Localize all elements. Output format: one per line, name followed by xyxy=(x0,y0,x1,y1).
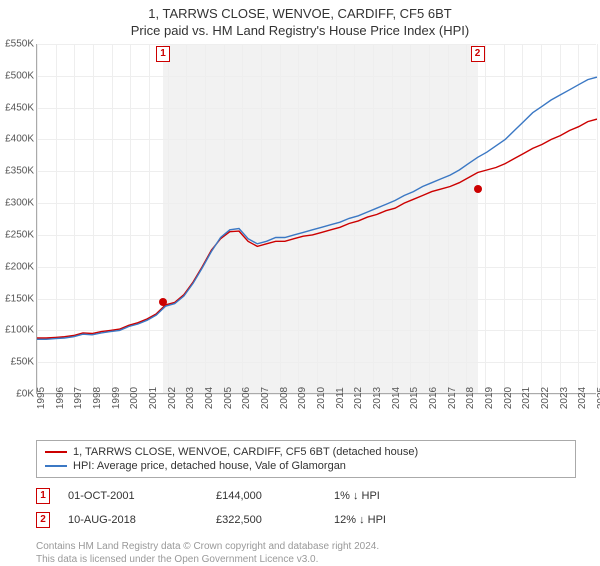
x-tick-label: 2000 xyxy=(129,387,140,409)
y-tick-label: £200K xyxy=(5,261,34,272)
sale-marker-icon: 2 xyxy=(36,512,50,528)
y-axis-labels: £0K£50K£100K£150K£200K£250K£300K£350K£40… xyxy=(0,44,34,394)
sale-marker-box: 1 xyxy=(156,46,170,62)
x-tick-label: 2006 xyxy=(241,387,252,409)
x-tick-label: 2010 xyxy=(316,387,327,409)
legend-label: HPI: Average price, detached house, Vale… xyxy=(73,460,346,472)
x-tick-label: 2025 xyxy=(596,387,600,409)
x-tick-label: 2003 xyxy=(185,387,196,409)
x-tick-label: 2007 xyxy=(260,387,271,409)
sale-pct-vs-hpi: 1% ↓ HPI xyxy=(334,490,464,502)
legend-box: 1, TARRWS CLOSE, WENVOE, CARDIFF, CF5 6B… xyxy=(36,440,576,478)
y-tick-label: £150K xyxy=(5,293,34,304)
sale-price: £322,500 xyxy=(216,514,316,526)
y-tick-label: £550K xyxy=(5,39,34,50)
x-tick-label: 2013 xyxy=(372,387,383,409)
x-tick-label: 1999 xyxy=(111,387,122,409)
x-tick-label: 2019 xyxy=(484,387,495,409)
x-tick-label: 2008 xyxy=(279,387,290,409)
series-line-hpi xyxy=(37,77,597,339)
chart-area: £0K£50K£100K£150K£200K£250K£300K£350K£40… xyxy=(36,44,596,394)
y-tick-label: £50K xyxy=(11,357,34,368)
x-tick-label: 2023 xyxy=(559,387,570,409)
sale-marker-box: 2 xyxy=(471,46,485,62)
attribution-line: Contains HM Land Registry data © Crown c… xyxy=(36,540,576,553)
y-tick-label: £100K xyxy=(5,325,34,336)
sale-date: 01-OCT-2001 xyxy=(68,490,198,502)
x-tick-label: 2022 xyxy=(540,387,551,409)
legend-swatch xyxy=(45,451,67,453)
y-tick-label: £300K xyxy=(5,198,34,209)
chart-title: 1, TARRWS CLOSE, WENVOE, CARDIFF, CF5 6B… xyxy=(0,6,600,21)
x-tick-label: 2002 xyxy=(167,387,178,409)
x-tick-label: 2014 xyxy=(391,387,402,409)
x-tick-label: 2011 xyxy=(335,387,346,409)
x-tick-label: 2021 xyxy=(521,387,532,409)
sale-date: 10-AUG-2018 xyxy=(68,514,198,526)
sales-table: 1 01-OCT-2001 £144,000 1% ↓ HPI 2 10-AUG… xyxy=(36,484,576,532)
attribution-text: Contains HM Land Registry data © Crown c… xyxy=(36,540,576,566)
x-tick-label: 2009 xyxy=(297,387,308,409)
y-tick-label: £350K xyxy=(5,166,34,177)
legend-row: 1, TARRWS CLOSE, WENVOE, CARDIFF, CF5 6B… xyxy=(45,445,567,459)
x-tick-label: 2018 xyxy=(465,387,476,409)
sale-marker-point xyxy=(474,185,482,193)
x-tick-label: 2016 xyxy=(428,387,439,409)
chart-subtitle: Price paid vs. HM Land Registry's House … xyxy=(0,23,600,38)
x-tick-label: 2012 xyxy=(353,387,364,409)
legend-label: 1, TARRWS CLOSE, WENVOE, CARDIFF, CF5 6B… xyxy=(73,446,418,458)
x-tick-label: 2004 xyxy=(204,387,215,409)
x-tick-label: 2015 xyxy=(409,387,420,409)
table-row: 2 10-AUG-2018 £322,500 12% ↓ HPI xyxy=(36,508,576,532)
x-tick-label: 2024 xyxy=(577,387,588,409)
x-tick-label: 1998 xyxy=(92,387,103,409)
x-tick-label: 2020 xyxy=(503,387,514,409)
sale-marker-point xyxy=(159,298,167,306)
x-tick-label: 2005 xyxy=(223,387,234,409)
line-svg xyxy=(37,44,597,394)
x-axis-labels: 1995199619971998199920002001200220032004… xyxy=(36,394,596,434)
table-row: 1 01-OCT-2001 £144,000 1% ↓ HPI xyxy=(36,484,576,508)
sale-price: £144,000 xyxy=(216,490,316,502)
x-tick-label: 2001 xyxy=(148,387,159,409)
legend-swatch xyxy=(45,465,67,467)
legend-row: HPI: Average price, detached house, Vale… xyxy=(45,459,567,473)
y-tick-label: £250K xyxy=(5,229,34,240)
x-tick-label: 1996 xyxy=(55,387,66,409)
y-tick-label: £0K xyxy=(16,389,34,400)
y-tick-label: £450K xyxy=(5,102,34,113)
y-tick-label: £400K xyxy=(5,134,34,145)
x-tick-label: 2017 xyxy=(447,387,458,409)
y-tick-label: £500K xyxy=(5,70,34,81)
x-tick-label: 1997 xyxy=(73,387,84,409)
plot-area: 12 xyxy=(36,44,596,394)
sale-marker-icon: 1 xyxy=(36,488,50,504)
x-tick-label: 1995 xyxy=(36,387,47,409)
sale-pct-vs-hpi: 12% ↓ HPI xyxy=(334,514,464,526)
